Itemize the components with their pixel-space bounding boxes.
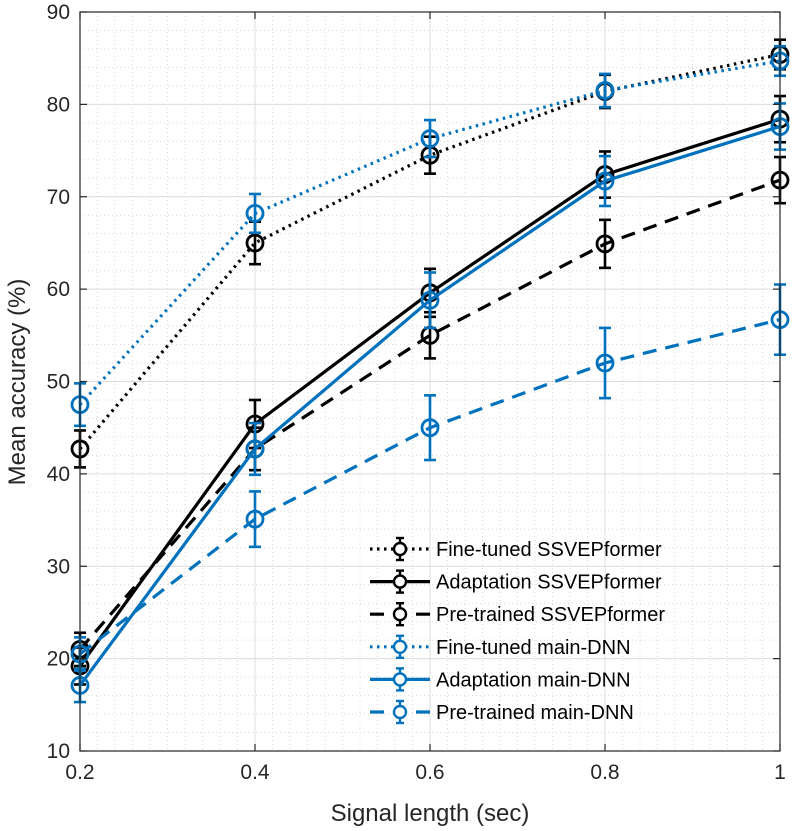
legend-label: Adaptation main-DNN xyxy=(436,669,631,691)
data-point xyxy=(245,203,265,223)
y-tick-label: 20 xyxy=(47,648,70,671)
tick-labels: 10 20 30 40 50 60 70 80 90 0.2 0.4 0.6 0.8 1 xyxy=(47,1,786,784)
legend-label: Fine-tuned SSVEPformer xyxy=(436,539,662,561)
y-tick-label: 30 xyxy=(47,555,70,578)
data-point xyxy=(420,290,440,310)
x-tick-label: 0.8 xyxy=(590,761,619,784)
legend-marker xyxy=(392,704,408,720)
y-tick-label: 90 xyxy=(47,1,70,24)
data-point xyxy=(595,353,615,373)
legend-marker xyxy=(392,639,408,654)
x-tick-label: 0.2 xyxy=(65,761,94,784)
x-tick-label: 0.4 xyxy=(240,761,270,784)
data-point xyxy=(245,439,265,459)
legend-marker xyxy=(392,574,408,589)
y-tick-label: 80 xyxy=(47,93,70,116)
legend-entry-6: Pre-trained main-DNN xyxy=(370,699,634,725)
x-axis-label: Signal length (sec) xyxy=(331,800,530,827)
y-tick-label: 10 xyxy=(47,740,70,763)
data-point xyxy=(420,418,440,438)
y-axis-label: Mean accuracy (%) xyxy=(4,279,31,486)
y-tick-label: 70 xyxy=(47,186,70,209)
y-tick-label: 60 xyxy=(47,278,70,301)
data-point xyxy=(420,129,440,148)
minor-grid xyxy=(80,12,780,751)
legend-entry-1: Fine-tuned SSVEPformer xyxy=(370,536,662,562)
y-tick-label: 50 xyxy=(47,371,70,394)
data-point xyxy=(245,509,265,529)
legend-label: Fine-tuned main-DNN xyxy=(436,637,631,659)
legend-label: Pre-trained SSVEPformer xyxy=(436,604,665,626)
legend-entry-4: Fine-tuned main-DNN xyxy=(370,634,631,659)
data-point xyxy=(245,233,265,253)
x-tick-label: 0.6 xyxy=(415,761,444,784)
legend-marker xyxy=(392,607,408,622)
legend-marker xyxy=(392,541,408,557)
legend-entry-5: Adaptation main-DNN xyxy=(370,667,631,692)
legend-marker xyxy=(392,672,408,687)
legend-entry-2: Adaptation SSVEPformer xyxy=(370,569,662,594)
data-point xyxy=(595,171,615,191)
y-tick-label: 40 xyxy=(47,463,70,486)
series-layer xyxy=(70,38,790,704)
legend: Fine-tuned SSVEPformer Adaptation SSVEPfo… xyxy=(370,536,665,725)
legend-entry-3: Pre-trained SSVEPformer xyxy=(370,602,665,627)
legend-label: Pre-trained main-DNN xyxy=(436,702,634,724)
data-point xyxy=(595,234,615,254)
x-tick-label: 1 xyxy=(774,761,786,784)
data-point xyxy=(595,81,615,100)
legend-label: Adaptation SSVEPformer xyxy=(436,572,662,594)
axes xyxy=(79,11,781,752)
